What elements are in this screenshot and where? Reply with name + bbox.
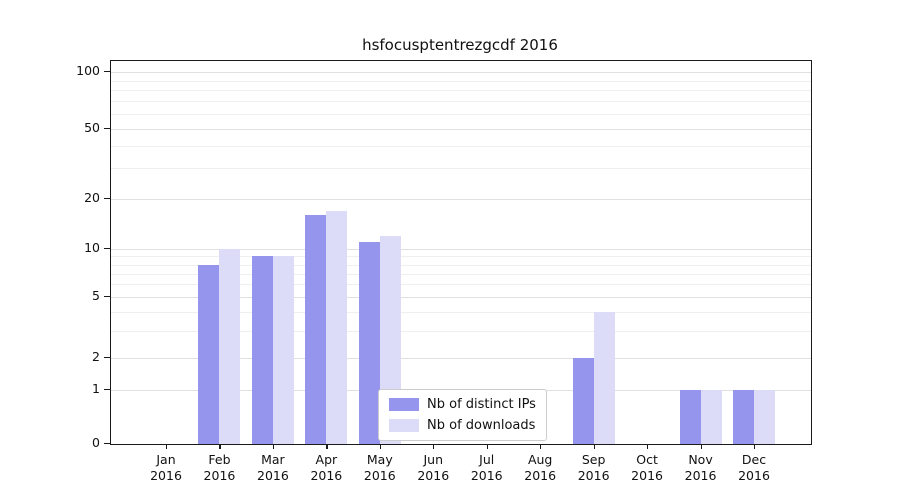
y-tick-label: 50 xyxy=(84,120,100,135)
x-tick-mark xyxy=(433,444,435,449)
gridline-minor xyxy=(111,274,811,275)
x-tick-mark xyxy=(326,444,328,449)
x-tick-mark xyxy=(700,444,702,449)
legend-label-downloads: Nb of downloads xyxy=(427,418,536,433)
x-tick-label: Jun 2016 xyxy=(417,452,450,483)
x-tick-label: Apr 2016 xyxy=(310,452,343,483)
gridline-major xyxy=(111,358,811,359)
gridline-minor xyxy=(111,265,811,266)
x-tick-mark xyxy=(593,444,595,449)
x-tick-label: Aug 2016 xyxy=(524,452,557,483)
x-tick-mark xyxy=(486,444,488,449)
x-tick-label: Oct 2016 xyxy=(631,452,663,483)
y-tick-mark xyxy=(104,357,110,359)
gridline-minor xyxy=(111,81,811,82)
plot-area xyxy=(110,60,812,445)
x-tick-label: Jul 2016 xyxy=(470,452,503,483)
bar-ips-sep xyxy=(572,358,594,444)
y-tick-label: 20 xyxy=(84,190,100,205)
gridline-minor xyxy=(111,312,811,313)
legend-entry-downloads: Nb of downloads xyxy=(389,417,536,434)
y-tick-mark xyxy=(104,389,110,391)
x-tick-mark xyxy=(647,444,649,449)
gridline-major xyxy=(111,72,811,73)
x-tick-mark xyxy=(754,444,756,449)
gridline-minor xyxy=(111,146,811,147)
x-tick-label: Mar 2016 xyxy=(257,452,289,483)
y-tick-mark xyxy=(104,296,110,298)
bar-downloads-feb xyxy=(219,249,241,444)
x-tick-label: Nov 2016 xyxy=(684,452,717,483)
y-tick-label: 1 xyxy=(92,381,100,396)
legend-entry-ips: Nb of distinct IPs xyxy=(389,396,536,413)
y-tick-mark xyxy=(104,128,110,130)
x-tick-mark xyxy=(379,444,381,449)
gridline-major xyxy=(111,129,811,130)
gridline-minor xyxy=(111,331,811,332)
bar-ips-feb xyxy=(198,265,220,444)
gridline-major xyxy=(111,199,811,200)
y-tick-label: 100 xyxy=(76,63,100,78)
bar-ips-apr xyxy=(305,215,327,444)
gridline-minor xyxy=(111,114,811,115)
y-tick-label: 10 xyxy=(84,240,100,255)
bar-downloads-nov xyxy=(700,390,722,444)
x-tick-mark xyxy=(166,444,168,449)
bar-downloads-apr xyxy=(326,211,348,444)
gridline-minor xyxy=(111,101,811,102)
chart-title: hsfocusptentrezgcdf 2016 xyxy=(362,36,558,54)
x-tick-label: Jan 2016 xyxy=(150,452,182,483)
x-tick-mark xyxy=(272,444,275,449)
x-tick-label: Sep 2016 xyxy=(577,452,610,483)
legend-swatch-downloads-icon xyxy=(389,419,419,432)
x-tick-label: Dec 2016 xyxy=(738,452,770,483)
bar-ips-nov xyxy=(679,390,701,444)
x-tick-mark xyxy=(219,444,221,449)
gridline-minor xyxy=(111,90,811,91)
bar-downloads-mar xyxy=(272,256,294,444)
legend: Nb of distinct IPs Nb of downloads xyxy=(378,389,547,441)
bar-downloads-sep xyxy=(593,312,615,444)
legend-swatch-ips-icon xyxy=(389,398,419,411)
gridline-minor xyxy=(111,284,811,285)
y-tick-label: 2 xyxy=(92,349,100,364)
y-tick-label: 5 xyxy=(92,288,100,303)
bar-downloads-dec xyxy=(754,390,775,444)
y-tick-mark xyxy=(104,198,110,200)
x-tick-label: Feb 2016 xyxy=(203,452,236,483)
gridline-minor xyxy=(111,168,811,169)
gridline-major xyxy=(111,297,811,298)
y-tick-mark xyxy=(104,443,110,445)
gridline-major xyxy=(111,249,811,250)
bar-ips-mar xyxy=(251,256,273,444)
x-tick-label: May 2016 xyxy=(363,452,396,483)
y-tick-label: 0 xyxy=(92,435,100,450)
legend-label-ips: Nb of distinct IPs xyxy=(427,397,536,412)
y-tick-mark xyxy=(104,248,110,250)
gridline-minor xyxy=(111,256,811,257)
y-tick-mark xyxy=(104,71,110,73)
x-tick-mark xyxy=(540,444,542,449)
bar-ips-may xyxy=(358,242,380,444)
bar-ips-dec xyxy=(733,390,754,444)
